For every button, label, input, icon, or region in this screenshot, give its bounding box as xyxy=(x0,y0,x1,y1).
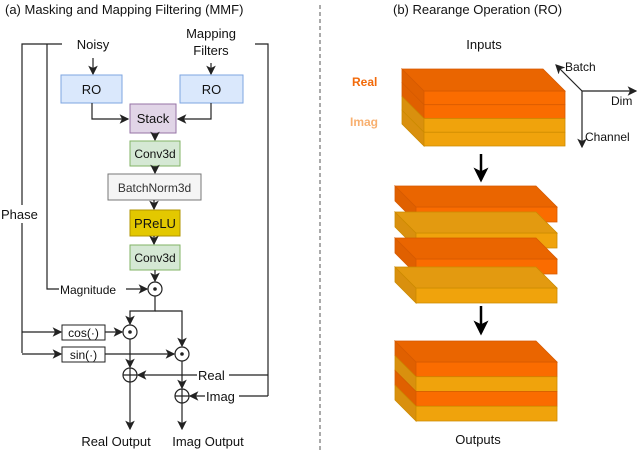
conv3d-label-2: Conv3d xyxy=(134,251,175,265)
magnitude-label: Magnitude xyxy=(60,283,116,297)
intermediate-slab-imag xyxy=(394,266,558,304)
input-tensor xyxy=(401,68,566,147)
axes-icon xyxy=(555,64,638,149)
outputs-label: Outputs xyxy=(455,432,501,447)
real-layer-top xyxy=(394,185,558,208)
phase-label: Phase xyxy=(1,207,38,222)
real-layer-top xyxy=(394,340,558,363)
batchnorm3d-label: BatchNorm3d xyxy=(118,181,191,195)
imag-layer-top xyxy=(394,211,558,234)
add-icon xyxy=(122,367,138,383)
imag-label: Imag xyxy=(206,389,235,404)
multiply-icon xyxy=(122,324,138,340)
conv3d-label-1: Conv3d xyxy=(134,147,175,161)
real-layer-top xyxy=(394,237,558,260)
real-output-label: Real Output xyxy=(81,434,151,449)
legend-imag: Imag xyxy=(350,115,378,129)
conv3d-box-1 xyxy=(129,140,181,167)
real-layer-front xyxy=(415,361,558,378)
batchnorm3d-box xyxy=(107,173,202,201)
prelu-box xyxy=(129,209,181,237)
conv3d-box-2 xyxy=(129,244,181,271)
panel-b-title: (b) Rearange Operation (RO) xyxy=(393,2,562,17)
axis-channel-label: Channel xyxy=(585,130,630,144)
real-layer-front xyxy=(423,104,566,119)
imag-layer-top xyxy=(394,266,558,289)
imag-layer-front xyxy=(423,131,566,147)
imag-layer-front xyxy=(423,118,566,133)
legend-real: Real xyxy=(352,75,377,89)
panel-a-title: (a) Masking and Mapping Filtering (MMF) xyxy=(5,2,243,17)
imag-layer-front xyxy=(415,405,558,422)
imag-layer-front xyxy=(415,376,558,392)
noisy-label: Noisy xyxy=(77,37,110,52)
real-layer-front xyxy=(415,391,558,407)
axis-dim-label: Dim xyxy=(611,94,632,108)
real-layer-top xyxy=(401,68,566,92)
ro-box-left xyxy=(60,74,123,104)
stack-box xyxy=(129,103,177,134)
prelu-label: PReLU xyxy=(134,216,176,231)
mapping-filters-label-2: Filters xyxy=(193,43,229,58)
ro-left-label: RO xyxy=(82,82,102,97)
add-icon xyxy=(174,388,190,404)
multiply-icon xyxy=(147,281,163,297)
inputs-label: Inputs xyxy=(466,37,502,52)
imag-output-label: Imag Output xyxy=(172,434,244,449)
mmf-diagram: Noisy Mapping Filters Phase RO RO Stack … xyxy=(1,26,269,449)
ro-right-label: RO xyxy=(202,82,222,97)
ro-diagram: Inputs Outputs Real Imag Batch Dim Chann… xyxy=(350,37,638,447)
cos-label: cos(·) xyxy=(68,326,99,340)
stack-label: Stack xyxy=(137,111,170,126)
multiply-icon xyxy=(174,346,190,362)
axis-batch-label: Batch xyxy=(565,60,596,74)
sin-label: sin(·) xyxy=(70,348,97,362)
output-tensor xyxy=(394,340,558,422)
real-layer-front xyxy=(423,90,566,106)
mapping-filters-label-1: Mapping xyxy=(186,26,236,41)
imag-layer-front xyxy=(415,287,558,304)
real-label: Real xyxy=(198,368,225,383)
